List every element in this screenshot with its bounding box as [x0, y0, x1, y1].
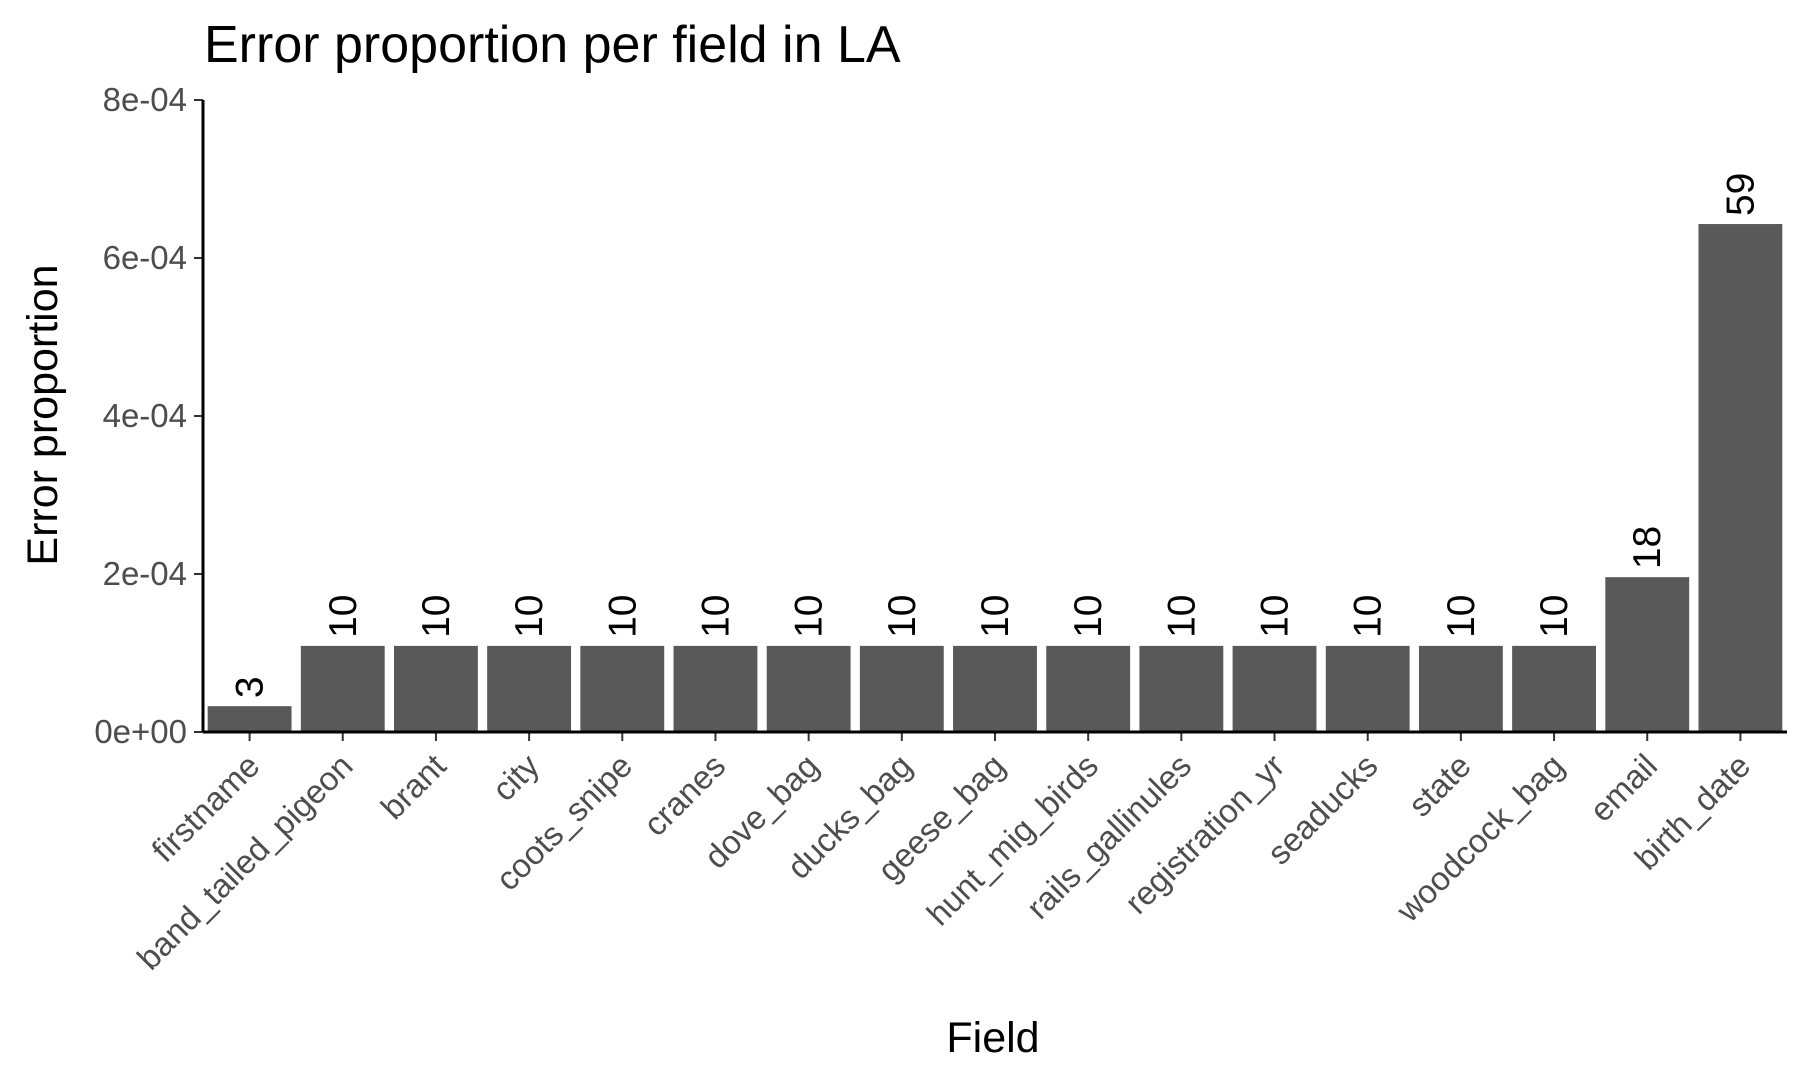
bar-geese_bag [953, 645, 1037, 732]
bar-cranes [673, 645, 758, 732]
bar-label-cranes: 10 [694, 594, 737, 637]
bar-label-firstname: 3 [229, 676, 272, 698]
bar-label-seaducks: 10 [1347, 594, 1390, 637]
bar-label-band_tailed_pigeon: 10 [322, 594, 365, 637]
bars [207, 224, 1783, 732]
bar-label-state: 10 [1440, 594, 1483, 637]
x-tick-label-state: state [1401, 747, 1478, 824]
bar-label-woodcock_bag: 10 [1533, 594, 1576, 637]
bar-label-coots_snipe: 10 [601, 594, 644, 637]
bar-band_tailed_pigeon [300, 645, 385, 732]
x-tick-label-rails_gallinules: rails_gallinules [1019, 747, 1198, 926]
bar-hunt_mig_birds [1046, 645, 1131, 732]
x-tick-label-hunt_mig_birds: hunt_mig_birds [919, 747, 1105, 933]
bar-ducks_bag [859, 645, 944, 732]
x-tick-label-city: city [485, 746, 547, 808]
bar-label-registration_yr: 10 [1254, 594, 1297, 637]
bar-city [487, 645, 572, 732]
bar-label-brant: 10 [415, 594, 458, 637]
bar-email [1605, 577, 1690, 732]
y-axis-ticks: 0e+00 2e-04 4e-04 6e-04 8e-04 [94, 81, 203, 750]
bar-birth_date [1698, 224, 1783, 732]
y-tick-label: 0e+00 [94, 713, 187, 750]
x-tick-label-email: email [1582, 747, 1664, 829]
bar-woodcock_bag [1512, 645, 1596, 732]
y-tick-label: 6e-04 [103, 239, 187, 276]
bar-state [1418, 645, 1503, 732]
y-axis-title: Error proportion [19, 264, 67, 565]
bar-firstname [207, 706, 292, 732]
bar-label-city: 10 [508, 594, 551, 637]
bar-label-rails_gallinules: 10 [1160, 594, 1203, 637]
bar-coots_snipe [580, 645, 665, 732]
bar-label-birth_date: 59 [1719, 173, 1762, 216]
bar-rails_gallinules [1139, 645, 1224, 732]
y-tick-label: 4e-04 [103, 397, 187, 434]
y-tick-label: 2e-04 [103, 555, 187, 592]
bar-registration_yr [1232, 645, 1317, 732]
bar-labels: 3 10 10 10 10 10 10 10 10 10 10 10 10 10 10 18 59 [229, 173, 1763, 699]
bar-label-geese_bag: 10 [974, 594, 1017, 637]
x-tick-label-brant: brant [374, 747, 453, 826]
bar-brant [394, 645, 478, 732]
bar-label-dove_bag: 10 [788, 594, 831, 637]
x-tick-label-woodcock_bag: woodcock_bag [1388, 747, 1571, 930]
bar-label-ducks_bag: 10 [881, 594, 924, 637]
bar-label-email: 18 [1626, 526, 1669, 569]
bar-dove_bag [766, 645, 851, 732]
y-tick-label: 8e-04 [103, 81, 187, 118]
bar-label-hunt_mig_birds: 10 [1067, 594, 1110, 637]
x-tick-label-registration_yr: registration_yr [1117, 747, 1291, 921]
x-axis-title: Field [946, 1014, 1039, 1062]
chart-title: Error proportion per field in LA [204, 16, 901, 74]
bar-seaducks [1325, 645, 1410, 732]
